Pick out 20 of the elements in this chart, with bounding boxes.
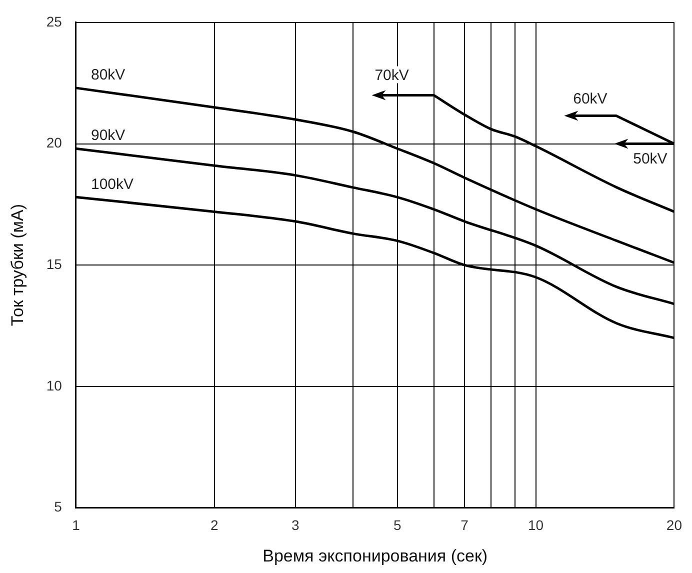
y-tick-label: 15 xyxy=(46,256,62,272)
series-label: 70kV xyxy=(374,66,409,84)
x-tick-label: 20 xyxy=(666,517,682,534)
series-label: 90kV xyxy=(90,127,126,144)
x-tick-label: 7 xyxy=(460,517,469,534)
x-tick-label: 1 xyxy=(72,517,80,534)
x-tick-label: 5 xyxy=(393,517,402,534)
x-tick-label: 10 xyxy=(528,517,544,534)
x-axis-title: Время экспонирования (сек) xyxy=(262,546,488,566)
x-tick-label: 2 xyxy=(210,517,218,534)
annotation: 50kV xyxy=(633,150,668,168)
annotation: 60kV xyxy=(573,90,608,108)
y-axis-title: Ток трубки (мА) xyxy=(8,204,27,326)
y-tick-label: 25 xyxy=(46,13,62,30)
y-tick-label: 10 xyxy=(46,377,62,394)
x-tick-label: 3 xyxy=(291,517,300,534)
y-tick-label: 5 xyxy=(54,498,62,515)
y-tick-label: 20 xyxy=(46,134,62,151)
series-label: 100kV xyxy=(90,176,134,193)
series-label: 80kV xyxy=(90,66,126,84)
